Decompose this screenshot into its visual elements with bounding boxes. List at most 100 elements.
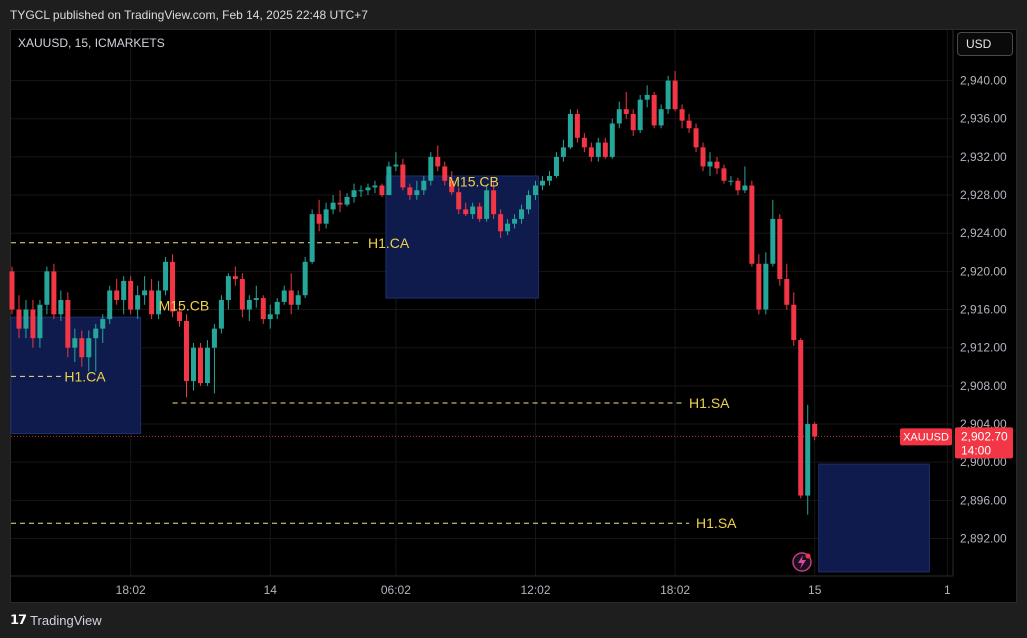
candle-body bbox=[714, 161, 720, 169]
candle-body bbox=[16, 309, 22, 329]
y-tick-label: 2,924.00 bbox=[960, 226, 1007, 240]
y-tick-label: 2,932.00 bbox=[960, 150, 1007, 164]
candle-body bbox=[679, 109, 685, 121]
candle-body bbox=[805, 424, 811, 496]
candle-body bbox=[309, 214, 315, 262]
candle-body bbox=[170, 261, 176, 312]
candle-body bbox=[637, 99, 643, 131]
y-tick-label: 2,940.00 bbox=[960, 74, 1007, 88]
candle-body bbox=[323, 209, 329, 224]
candle-body bbox=[658, 109, 664, 126]
level-label: H1.SA bbox=[696, 515, 737, 531]
candle-body bbox=[763, 263, 769, 310]
candle-body bbox=[337, 202, 343, 205]
candle-body bbox=[330, 202, 336, 210]
candle-body bbox=[428, 156, 434, 181]
lightning-icon-dot bbox=[805, 553, 811, 559]
candle-body bbox=[204, 347, 210, 383]
y-tick-label: 2,928.00 bbox=[960, 188, 1007, 202]
candle-body bbox=[512, 218, 518, 224]
y-tick-label: 2,900.00 bbox=[960, 455, 1007, 469]
candle-body bbox=[700, 147, 706, 167]
candle-body bbox=[651, 94, 657, 126]
candle-body bbox=[44, 271, 50, 305]
candle-body bbox=[232, 276, 238, 280]
x-tick-label: 06:02 bbox=[381, 583, 411, 597]
candle-body bbox=[218, 300, 224, 329]
x-tick-label: 1 bbox=[944, 583, 951, 597]
candle-body bbox=[644, 94, 650, 100]
candle-body bbox=[546, 175, 552, 181]
candle-body bbox=[379, 185, 385, 196]
x-tick-label: 18:02 bbox=[660, 583, 690, 597]
level-label: M15.CB bbox=[448, 174, 499, 190]
candle-body bbox=[274, 301, 280, 315]
candle-body bbox=[609, 123, 615, 157]
candle-body bbox=[770, 218, 776, 264]
candle-body bbox=[435, 156, 441, 167]
y-tick-label: 2,908.00 bbox=[960, 379, 1007, 393]
candle-body bbox=[665, 80, 671, 110]
candle-body bbox=[470, 206, 476, 215]
candle-body bbox=[128, 280, 134, 310]
levels bbox=[11, 242, 952, 524]
candle-body bbox=[351, 190, 357, 197]
candle-body bbox=[386, 166, 392, 196]
candle-body bbox=[442, 166, 448, 181]
candle-body bbox=[407, 187, 413, 196]
y-tick-label: 2,912.00 bbox=[960, 341, 1007, 355]
candle-body bbox=[623, 109, 629, 114]
candle-body bbox=[686, 120, 692, 129]
candles bbox=[9, 71, 818, 515]
candle-body bbox=[288, 290, 294, 305]
candle-body bbox=[184, 320, 189, 382]
candle-body bbox=[519, 209, 525, 219]
candle-body bbox=[484, 190, 490, 219]
lightning-icon bbox=[792, 552, 812, 572]
candle-body bbox=[135, 295, 141, 310]
level-label: H1.CA bbox=[64, 368, 106, 384]
candle-body bbox=[505, 223, 511, 232]
candle-body bbox=[630, 113, 636, 131]
candle-body bbox=[498, 214, 504, 232]
candle-body bbox=[602, 142, 608, 157]
candle-body bbox=[421, 180, 427, 191]
candle-body bbox=[190, 347, 196, 382]
candle-body bbox=[65, 300, 71, 348]
candle-body bbox=[560, 147, 566, 157]
candle-body bbox=[784, 279, 790, 305]
candle-body bbox=[142, 290, 148, 296]
tradingview-logo-icon: 𝟭𝟳 bbox=[10, 612, 27, 627]
candle-body bbox=[616, 109, 622, 124]
footer-brand[interactable]: 𝟭𝟳 TradingView bbox=[10, 612, 102, 628]
candle-body bbox=[491, 190, 497, 215]
candle-body bbox=[30, 309, 36, 339]
candle-body bbox=[812, 424, 818, 437]
candle-body bbox=[197, 347, 203, 383]
candle-body bbox=[798, 340, 804, 496]
candle-body bbox=[23, 309, 29, 329]
candle-body bbox=[86, 338, 92, 358]
y-tick-label: 2,896.00 bbox=[960, 493, 1007, 507]
candle-body bbox=[156, 290, 162, 315]
candle-body bbox=[267, 314, 273, 320]
candle-body bbox=[539, 180, 545, 186]
candle-body bbox=[58, 300, 64, 315]
zone-box bbox=[385, 175, 540, 299]
currency-button[interactable]: USD bbox=[957, 32, 1013, 56]
price-tag-value: 2,902.70 bbox=[961, 429, 1008, 443]
candle-body bbox=[393, 164, 399, 167]
level-label: M15.CB bbox=[159, 298, 210, 314]
candle-body bbox=[37, 304, 43, 339]
zone-box bbox=[818, 463, 930, 573]
candle-body bbox=[414, 190, 420, 196]
candle-body bbox=[302, 261, 308, 296]
symbol-label[interactable]: XAUUSD, 15, ICMARKETS bbox=[18, 36, 165, 50]
price-tag bbox=[955, 427, 1013, 459]
candle-body bbox=[791, 304, 797, 341]
candle-body bbox=[456, 192, 462, 210]
y-tick-label: 2,920.00 bbox=[960, 264, 1007, 278]
candle-body bbox=[239, 279, 245, 310]
candle-body bbox=[163, 261, 169, 291]
